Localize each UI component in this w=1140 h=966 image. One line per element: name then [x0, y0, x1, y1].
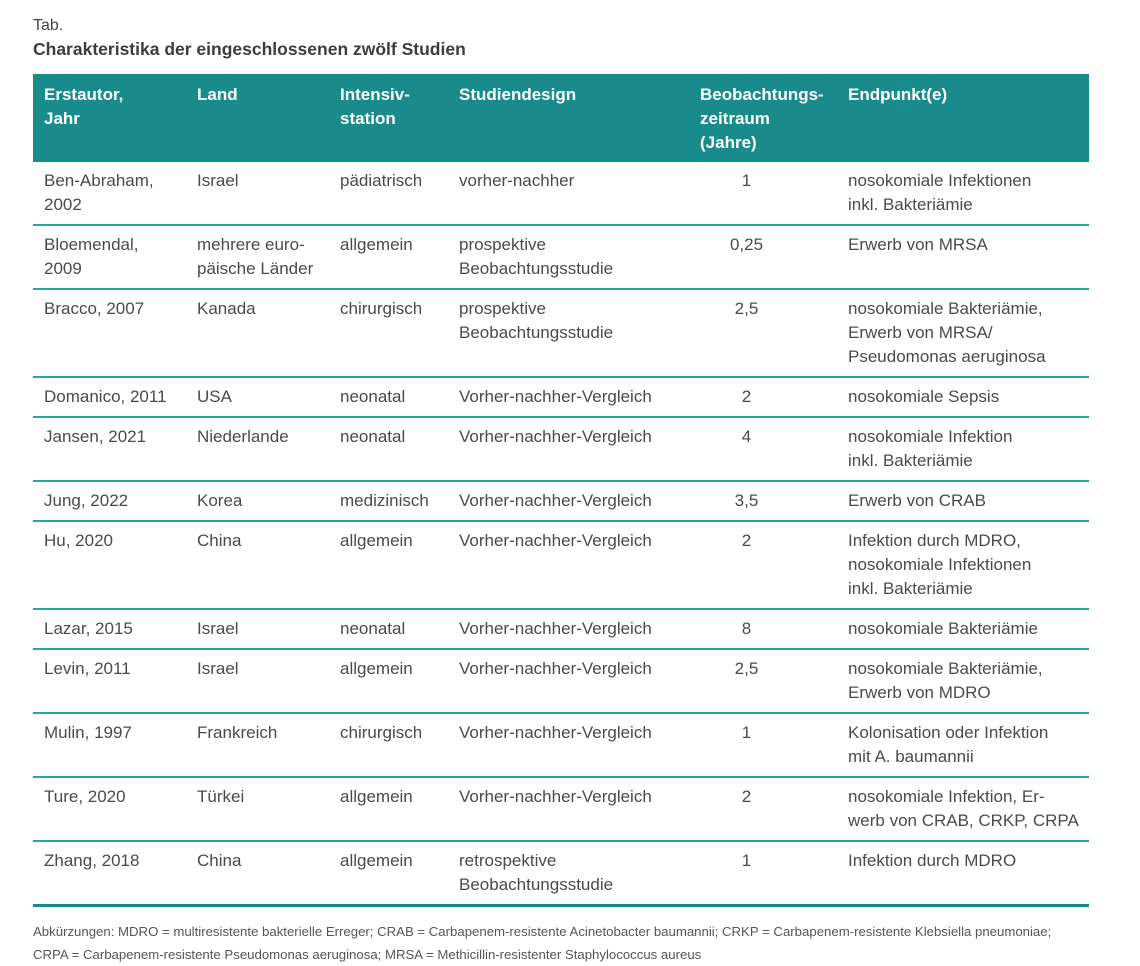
- cell-design: Vorher-nachher-Vergleich: [459, 723, 652, 742]
- cell-design: Vorher-nachher-Vergleich: [459, 619, 652, 638]
- table-row: Ture, 2020 Türkei allgemein Vorher-nachher-…: [33, 777, 1089, 841]
- table-row: Ben-Abraham, 2002 Israel pädiatrisch vorher…: [33, 162, 1089, 225]
- cell-land: Kanada: [197, 299, 256, 318]
- cell-station: allgemein: [340, 787, 413, 806]
- table-row: Zhang, 2018 China allgemein retrospektive B…: [33, 841, 1089, 906]
- cell-endpunkt: nosokomiale Bakteriämie, Erwerb von MRSA…: [848, 299, 1046, 366]
- cell-design: Vorher-nachher-Vergleich: [459, 387, 652, 406]
- cell-endpunkt: nosokomiale Infektionen inkl. Bakteriämi…: [848, 171, 1032, 214]
- cell-endpunkt: nosokomiale Bakteriämie, Erwerb von MDRO: [848, 659, 1043, 702]
- cell-author: Domanico, 2011: [44, 387, 167, 406]
- cell-design: prospektive Beobachtungsstudie: [459, 235, 614, 278]
- cell-land: Niederlande: [197, 427, 289, 446]
- cell-endpunkt: Kolonisation oder Infektion mit A. bauma…: [848, 723, 1049, 766]
- table-row: Hu, 2020 China allgemein Vorher-nachher-Ver…: [33, 521, 1089, 609]
- cell-author: Bracco, 2007: [44, 299, 145, 318]
- cell-zeitraum: 2: [741, 531, 752, 550]
- table-row: Bracco, 2007 Kanada chirurgisch prospektive…: [33, 289, 1089, 377]
- cell-zeitraum: 2: [741, 787, 752, 806]
- header-row: Erstautor, Jahr Land Intensiv- station S…: [33, 74, 1089, 162]
- table-row: Levin, 2011 Israel allgemein Vorher-nachher…: [33, 649, 1089, 713]
- table-row: Mulin, 1997 Frankreich chirurgisch Vorher-n…: [33, 713, 1089, 777]
- cell-land: Israel: [197, 619, 239, 638]
- cell-endpunkt: nosokomiale Infektion, Er- werb von CRAB…: [848, 787, 1079, 830]
- column-header-endpunkte: Endpunkt(e): [837, 74, 1089, 162]
- table-row: Lazar, 2015 Israel neonatal Vorher-nachher-…: [33, 609, 1089, 649]
- table-body: Ben-Abraham, 2002 Israel pädiatrisch vorher…: [33, 162, 1089, 906]
- cell-station: neonatal: [340, 387, 406, 406]
- cell-zeitraum: 2: [741, 387, 752, 406]
- cell-zeitraum: 2,5: [734, 299, 759, 318]
- cell-land: Korea: [197, 491, 243, 510]
- cell-author: Hu, 2020: [44, 531, 113, 550]
- cell-station: medizinisch: [340, 491, 429, 510]
- cell-land: China: [197, 851, 242, 870]
- cell-author: Ture, 2020: [44, 787, 126, 806]
- cell-design: vorher-nachher: [459, 171, 575, 190]
- cell-zeitraum: 1: [741, 851, 752, 870]
- cell-station: chirurgisch: [340, 299, 423, 318]
- cell-land: Frankreich: [197, 723, 278, 742]
- cell-author: Bloemendal, 2009: [44, 235, 139, 278]
- cell-author: Jansen, 2021: [44, 427, 147, 446]
- cell-zeitraum: 0,25: [729, 235, 764, 254]
- column-header-erstautor-jahr: Erstautor, Jahr: [33, 74, 186, 162]
- cell-station: pädiatrisch: [340, 171, 423, 190]
- cell-author: Jung, 2022: [44, 491, 129, 510]
- cell-station: allgemein: [340, 235, 413, 254]
- cell-design: Vorher-nachher-Vergleich: [459, 659, 652, 678]
- cell-author: Levin, 2011: [44, 659, 131, 678]
- cell-design: Vorher-nachher-Vergleich: [459, 427, 652, 446]
- cell-zeitraum: 1: [741, 171, 752, 190]
- cell-author: Mulin, 1997: [44, 723, 132, 742]
- cell-design: Vorher-nachher-Vergleich: [459, 531, 652, 550]
- column-header-studiendesign: Studiendesign: [448, 74, 689, 162]
- cell-zeitraum: 3,5: [734, 491, 759, 510]
- column-header-beobachtungszeitraum: Beobachtungs- zeitraum (Jahre): [689, 74, 837, 162]
- table-header: Erstautor, Jahr Land Intensiv- station S…: [33, 74, 1089, 162]
- cell-land: mehrere euro- päische Länder: [197, 235, 314, 278]
- cell-endpunkt: nosokomiale Sepsis: [848, 387, 1000, 406]
- cell-design: retrospektive Beobachtungsstudie: [459, 851, 614, 894]
- table-caption: Tab. Charakteristika der eingeschlossene…: [33, 14, 1089, 62]
- cell-zeitraum: 4: [741, 427, 752, 446]
- cell-author: Ben-Abraham, 2002: [44, 171, 154, 214]
- cell-endpunkt: nosokomiale Bakteriämie: [848, 619, 1038, 638]
- cell-design: Vorher-nachher-Vergleich: [459, 787, 652, 806]
- column-header-land: Land: [186, 74, 329, 162]
- cell-endpunkt: Erwerb von CRAB: [848, 491, 986, 510]
- cell-land: Israel: [197, 171, 239, 190]
- cell-land: Israel: [197, 659, 239, 678]
- column-header-intensivstation: Intensiv- station: [329, 74, 448, 162]
- cell-author: Lazar, 2015: [44, 619, 133, 638]
- table-row: Domanico, 2011 USA neonatal Vorher-nachher-…: [33, 377, 1089, 417]
- cell-station: allgemein: [340, 851, 413, 870]
- abbreviations-footnote: Abkürzungen: MDRO = multiresistente bakt…: [33, 924, 1052, 962]
- cell-zeitraum: 8: [741, 619, 752, 638]
- cell-station: chirurgisch: [340, 723, 423, 742]
- studies-table: Erstautor, Jahr Land Intensiv- station S…: [33, 74, 1089, 907]
- cell-zeitraum: 1: [741, 723, 752, 742]
- cell-station: allgemein: [340, 659, 413, 678]
- cell-endpunkt: Infektion durch MDRO, nosokomiale Infekt…: [848, 531, 1032, 598]
- cell-station: neonatal: [340, 427, 406, 446]
- cell-endpunkt: Erwerb von MRSA: [848, 235, 988, 254]
- table-row: Bloemendal, 2009 mehrere euro- päische Lä…: [33, 225, 1089, 289]
- cell-zeitraum: 2,5: [734, 659, 759, 678]
- cell-land: China: [197, 531, 242, 550]
- table-row: Jansen, 2021 Niederlande neonatal Vorher-na…: [33, 417, 1089, 481]
- cell-land: USA: [197, 387, 232, 406]
- cell-endpunkt: Infektion durch MDRO: [848, 851, 1017, 870]
- table-kicker: Tab.: [33, 17, 64, 34]
- cell-author: Zhang, 2018: [44, 851, 140, 870]
- cell-station: neonatal: [340, 619, 406, 638]
- cell-station: allgemein: [340, 531, 413, 550]
- table-title: Charakteristika der eingeschlossenen zwö…: [33, 39, 466, 59]
- cell-design: Vorher-nachher-Vergleich: [459, 491, 652, 510]
- cell-endpunkt: nosokomiale Infektion inkl. Bakteriämie: [848, 427, 1013, 470]
- table-row: Jung, 2022 Korea medizinisch Vorher-nachher…: [33, 481, 1089, 521]
- cell-design: prospektive Beobachtungsstudie: [459, 299, 614, 342]
- cell-land: Türkei: [197, 787, 245, 806]
